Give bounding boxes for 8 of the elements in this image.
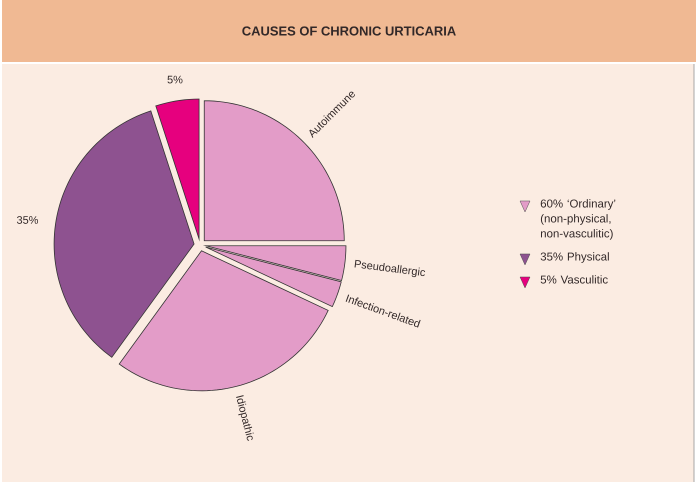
text: 60% ‘Ordinary’ (non-physical, non-vasculitic) (540, 199, 616, 240)
legend-label: 5% Vasculitic (540, 275, 608, 284)
slice-label: Idiopathic (236, 395, 254, 441)
slice-label: Pseudoallergic (354, 260, 426, 278)
data-label: 35% (16, 216, 38, 224)
data-label: 5% (168, 76, 182, 84)
legend-label: 35% Physical (540, 252, 609, 263)
chart-title: CAUSES OF CHRONIC URTICARIA (242, 26, 456, 36)
